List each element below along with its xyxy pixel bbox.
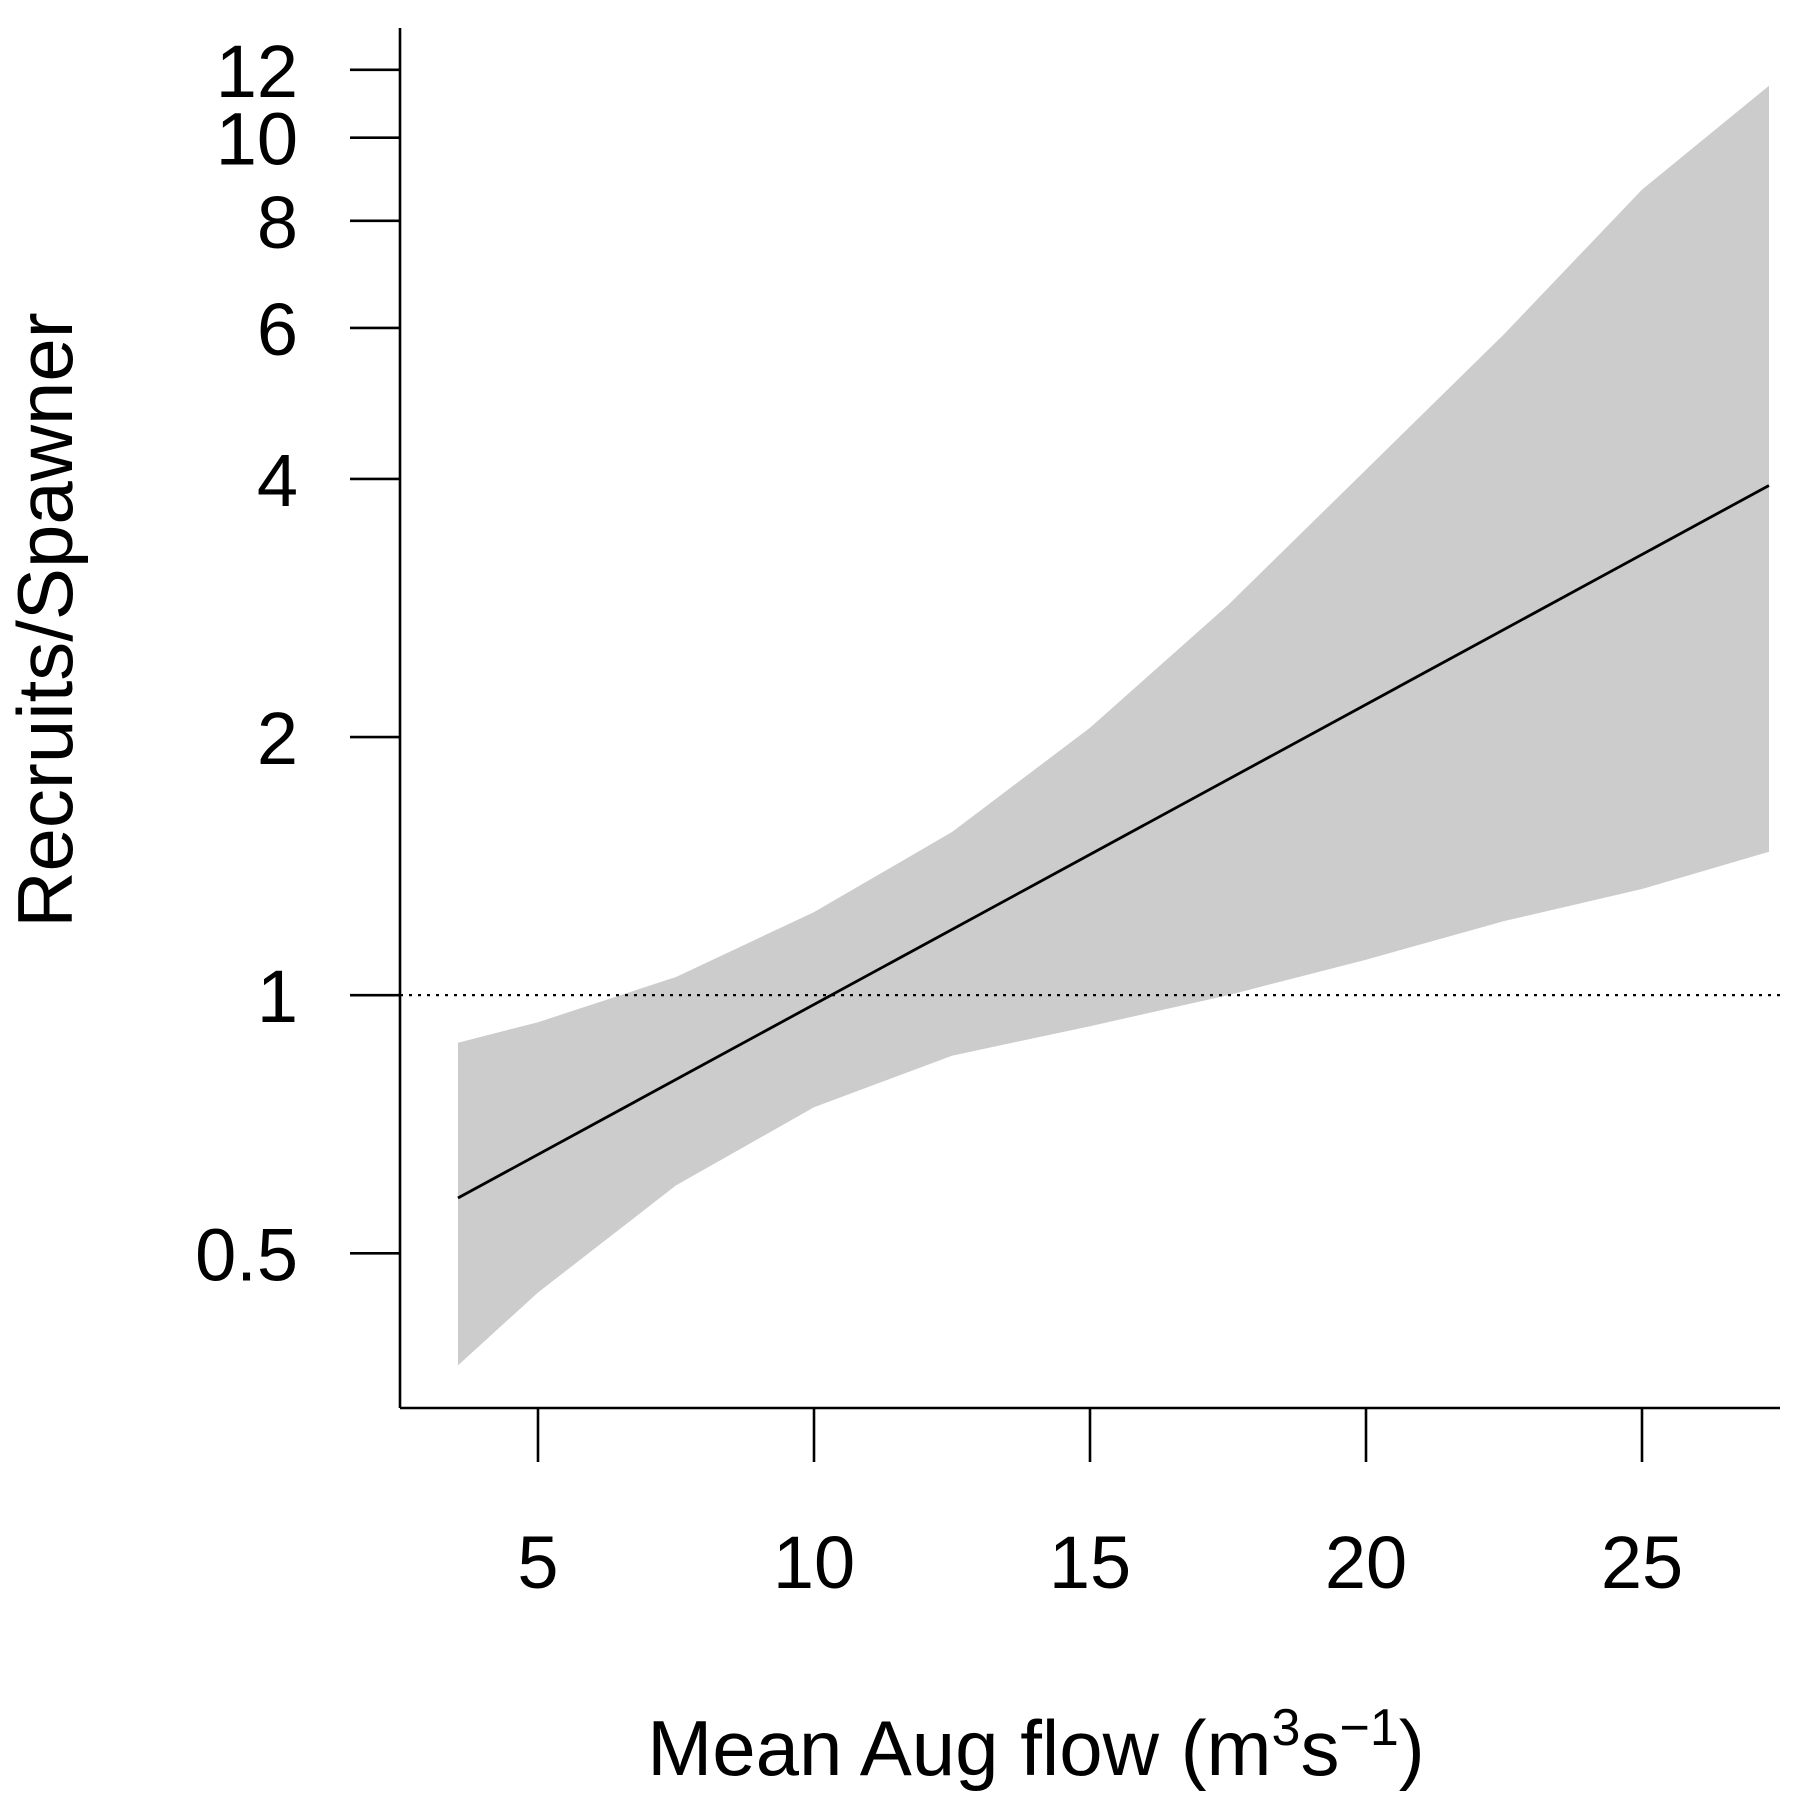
y-tick-label: 0.5 (195, 1213, 298, 1296)
y-axis-label: Recruits/Spawner (1, 312, 89, 928)
x-tick-label: 15 (1049, 1521, 1131, 1604)
y-tick-label: 1 (257, 955, 298, 1038)
fit-line-layer (457, 484, 1770, 1200)
y-tick-label: 12 (216, 30, 298, 113)
y-tick-label: 10 (216, 98, 298, 181)
y-tick-label: 6 (257, 288, 298, 371)
x-tick-label: 5 (517, 1521, 558, 1604)
y-tick-label: 4 (257, 439, 298, 522)
x-tick-label: 10 (773, 1521, 855, 1604)
x-axis-label-s: s (1300, 1704, 1339, 1792)
axes-layer (350, 28, 1780, 1462)
x-axis-label-end: ) (1399, 1704, 1425, 1792)
y-tick-label: 2 (257, 697, 298, 780)
x-axis-label-sup-3: 3 (1272, 1699, 1301, 1757)
x-axis-label-sup-minus1: −1 (1339, 1699, 1398, 1757)
x-axis-label: Mean Aug flow (m3s−1) (647, 1699, 1424, 1792)
x-tick-label: 20 (1325, 1521, 1407, 1604)
fit-line (457, 484, 1770, 1200)
ci-band-layer (458, 85, 1769, 1366)
confidence-band (458, 85, 1769, 1366)
x-axis-label-main: Mean Aug flow (m (647, 1704, 1271, 1792)
y-tick-label: 8 (257, 181, 298, 264)
x-tick-label: 25 (1601, 1521, 1683, 1604)
